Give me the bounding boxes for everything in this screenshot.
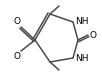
Text: NH: NH [75,54,89,63]
Text: NH: NH [75,17,89,26]
Text: O: O [13,52,20,61]
Text: O: O [13,17,20,26]
Text: O: O [89,31,96,40]
